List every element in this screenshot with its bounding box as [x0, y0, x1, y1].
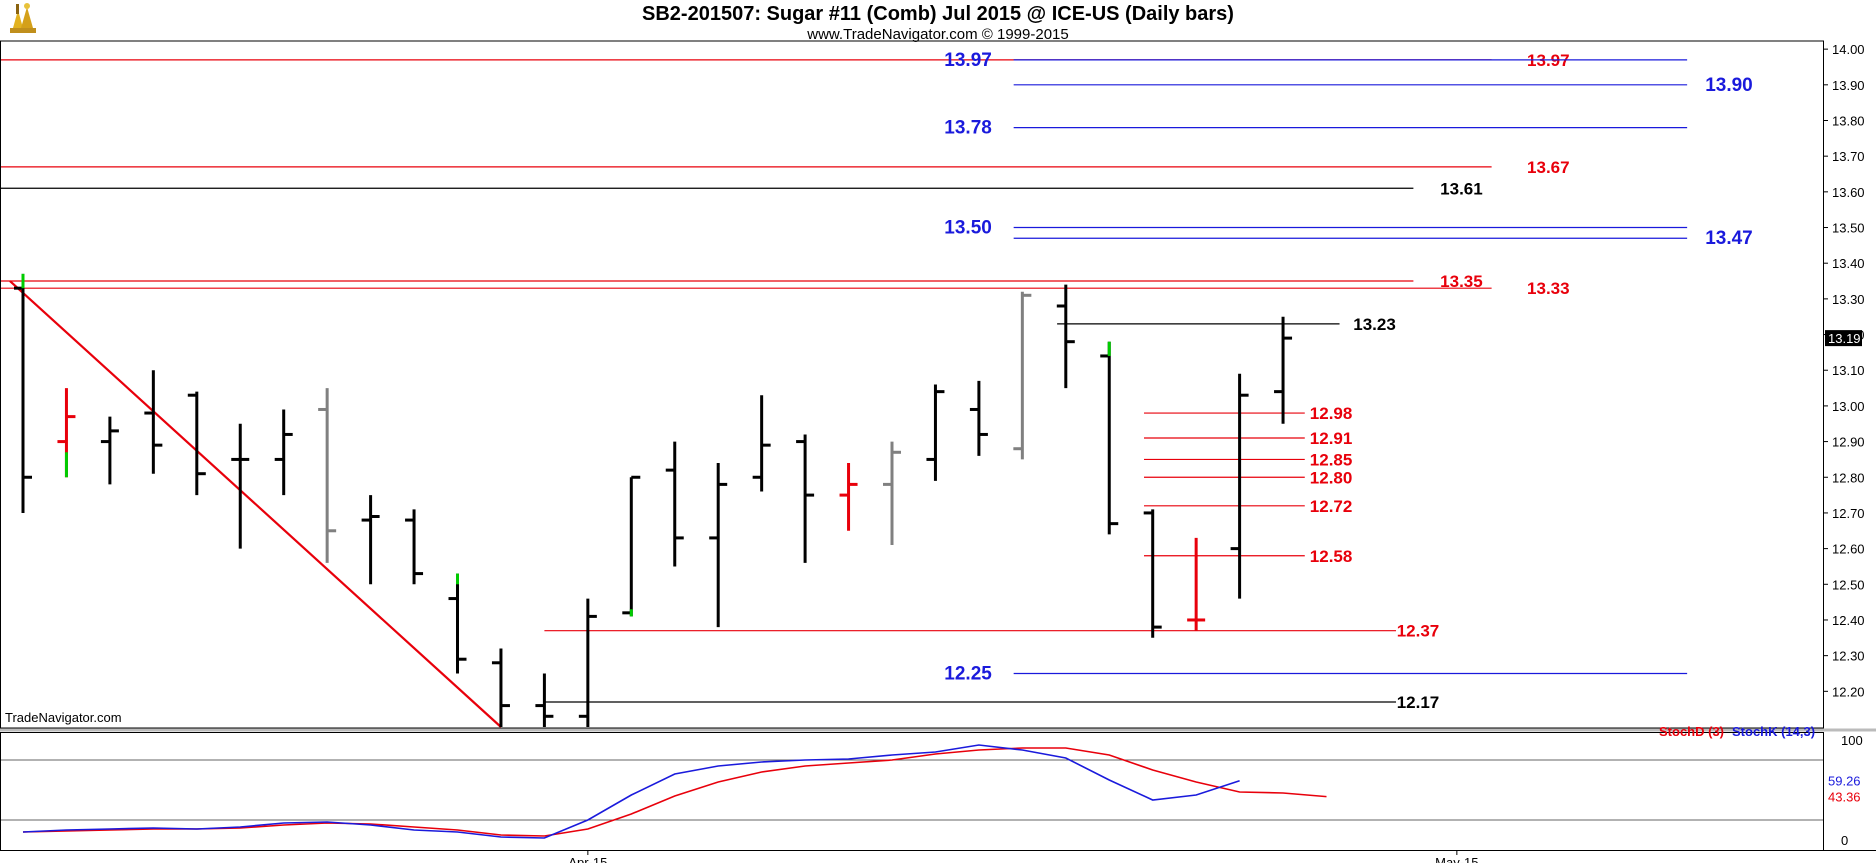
level-label-black: 12.17	[1397, 693, 1440, 712]
level-label-black: 13.23	[1353, 315, 1396, 334]
trendline	[9, 280, 502, 728]
level-label-blue: 13.47	[1705, 228, 1753, 249]
oscillator-axis-tick-label: 100	[1841, 733, 1863, 748]
time-axis-tick-label: Apr-15	[568, 855, 607, 863]
legend-stochd: StochD (3)	[1659, 724, 1724, 739]
price-panel-frame	[0, 40, 1824, 729]
price-axis-tick-label: 13.90	[1832, 78, 1865, 93]
level-label-red: 12.85	[1310, 450, 1353, 469]
level-label-blue: 12.25	[944, 663, 992, 684]
price-axis-tick-label: 13.70	[1832, 149, 1865, 164]
price-axis-tick-label: 14.00	[1832, 42, 1865, 57]
last-price-tag	[1825, 330, 1862, 347]
watermark-text: TradeNavigator.com	[5, 710, 122, 725]
price-axis-tick-label: 12.30	[1832, 649, 1865, 664]
oscillator-line-red	[22, 747, 1327, 837]
oscillator-line-blue	[22, 744, 1240, 839]
trade-navigator-logo-icon	[10, 3, 36, 33]
price-axis-tick-label: 12.20	[1832, 684, 1865, 699]
level-label-red: 13.33	[1527, 279, 1570, 298]
level-label-red: 12.58	[1310, 547, 1353, 566]
price-axis-tick-label: 12.90	[1832, 435, 1865, 450]
oscillator-last-value-tag	[1825, 788, 1862, 805]
price-axis-tick-label: 13.30	[1832, 292, 1865, 307]
time-axis-tick-label: May-15	[1435, 855, 1478, 863]
level-label-red: 13.67	[1527, 158, 1570, 177]
price-axis-tick-label: 13.40	[1832, 256, 1865, 271]
legend-stochk: StochK (14,3)	[1732, 724, 1815, 739]
chart-title: SB2-201507: Sugar #11 (Comb) Jul 2015 @ …	[642, 3, 1234, 25]
oscillator-axis-tick-label: 0	[1841, 833, 1848, 848]
price-axis-tick-label: 12.40	[1832, 613, 1865, 628]
level-label-black: 13.61	[1440, 179, 1483, 198]
oscillator-panel-frame	[0, 732, 1824, 851]
price-axis-tick-label: 12.70	[1832, 506, 1865, 521]
level-label-blue: 13.97	[944, 50, 992, 71]
level-label-blue: 13.90	[1705, 75, 1753, 96]
price-axis-tick-label: 13.10	[1832, 363, 1865, 378]
price-axis-tick-label: 13.50	[1832, 221, 1865, 236]
chart-subtitle: www.TradeNavigator.com © 1999-2015	[807, 26, 1069, 43]
oscillator-last-value-tag	[1825, 772, 1862, 789]
price-axis-tick-label: 12.50	[1832, 577, 1865, 592]
level-label-red: 12.80	[1310, 468, 1353, 487]
last-price-label: 13.19	[1828, 331, 1861, 346]
oscillator-last-value-label: 43.36	[1828, 790, 1861, 805]
level-label-red: 13.35	[1440, 272, 1483, 291]
level-label-red: 12.37	[1397, 622, 1440, 641]
price-axis-tick-label: 13.80	[1832, 113, 1865, 128]
level-label-red: 12.91	[1310, 429, 1353, 448]
level-label-blue: 13.78	[944, 118, 992, 139]
price-axis-tick-label: 12.60	[1832, 542, 1865, 557]
price-axis-tick-label: 13.60	[1832, 185, 1865, 200]
level-label-red: 12.98	[1310, 404, 1353, 423]
price-axis-tick-label: 12.80	[1832, 470, 1865, 485]
level-label-blue: 13.50	[944, 218, 992, 239]
level-label-red: 12.72	[1310, 497, 1353, 516]
oscillator-last-value-label: 59.26	[1828, 774, 1861, 789]
price-axis-tick-label: 13.00	[1832, 399, 1865, 414]
